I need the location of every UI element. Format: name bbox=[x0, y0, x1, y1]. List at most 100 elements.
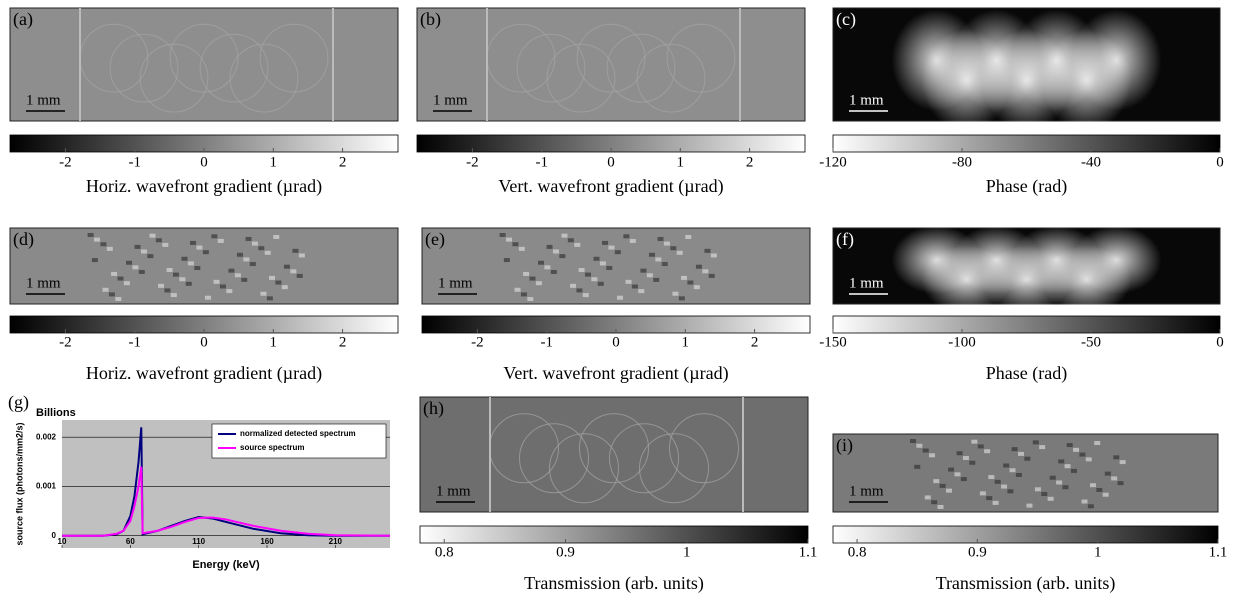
image-feature bbox=[598, 282, 604, 286]
image-feature bbox=[246, 237, 252, 241]
colorbar-tick-label: -1 bbox=[128, 154, 141, 170]
scale-label: 1 mm bbox=[433, 92, 468, 108]
image-feature bbox=[1010, 468, 1016, 472]
image-feature bbox=[980, 491, 986, 495]
colorbar-tick-label: 0.9 bbox=[556, 544, 575, 560]
scale-label: 1 mm bbox=[849, 92, 884, 108]
image-feature bbox=[1001, 485, 1007, 489]
y-tick-label: 0.002 bbox=[36, 432, 57, 441]
colorbar-tick-label: -40 bbox=[1081, 154, 1101, 170]
image-feature bbox=[653, 278, 659, 282]
image-feature bbox=[954, 472, 960, 476]
image-feature bbox=[269, 276, 275, 280]
image-feature bbox=[218, 239, 224, 243]
image-feature bbox=[250, 262, 256, 266]
image-feature bbox=[243, 257, 249, 261]
image-feature bbox=[94, 238, 100, 242]
colorbar-tick-label: 1 bbox=[270, 154, 278, 170]
image-feature bbox=[1026, 504, 1032, 508]
image-feature bbox=[608, 246, 614, 250]
image-feature bbox=[591, 277, 597, 281]
image-feature bbox=[986, 496, 992, 500]
colorbar-tick-label: 0 bbox=[200, 154, 208, 170]
image bbox=[833, 434, 1218, 512]
image-feature bbox=[1018, 452, 1024, 456]
image-feature bbox=[672, 292, 678, 296]
image-feature bbox=[940, 484, 946, 488]
y-tick-label: 0 bbox=[52, 531, 57, 540]
image-feature bbox=[649, 253, 655, 257]
image-feature bbox=[126, 261, 132, 265]
colorbar-tick-label: 0 bbox=[1216, 334, 1224, 350]
image-feature bbox=[1072, 9, 1162, 111]
legend-label: normalized detected spectrum bbox=[240, 429, 356, 438]
image-feature bbox=[167, 268, 173, 272]
image-feature bbox=[521, 292, 527, 296]
image-feature bbox=[547, 245, 553, 249]
image-feature bbox=[203, 250, 209, 254]
colorbar-label: Phase (rad) bbox=[986, 363, 1067, 384]
colorbar-tick-label: 0 bbox=[607, 154, 615, 170]
image-feature bbox=[978, 444, 984, 448]
image-feature bbox=[228, 269, 234, 273]
image-feature bbox=[515, 288, 521, 292]
image-feature bbox=[156, 238, 162, 242]
scale-label: 1 mm bbox=[849, 483, 884, 499]
image-feature bbox=[617, 296, 623, 300]
panel-label: (c) bbox=[836, 9, 856, 30]
image-feature bbox=[188, 261, 194, 265]
colorbar-label: Vert. wavefront gradient (µrad) bbox=[503, 363, 728, 384]
scale-label: 1 mm bbox=[849, 275, 884, 291]
image-feature bbox=[1007, 489, 1013, 493]
image-feature bbox=[100, 242, 106, 246]
image-feature bbox=[579, 268, 585, 272]
legend-label: source spectrum bbox=[240, 443, 304, 452]
image-feature bbox=[512, 242, 518, 246]
image-feature bbox=[1041, 492, 1047, 496]
image-feature bbox=[258, 246, 264, 250]
image-feature bbox=[948, 468, 954, 472]
image-feature bbox=[933, 479, 939, 483]
image-feature bbox=[963, 456, 969, 460]
image-feature bbox=[551, 270, 557, 274]
colorbar-tick-label: 0.8 bbox=[435, 544, 454, 560]
image-feature bbox=[92, 258, 98, 262]
image-feature bbox=[914, 465, 920, 469]
image bbox=[422, 228, 810, 304]
colorbar-tick-label: -50 bbox=[1081, 334, 1101, 350]
image-feature bbox=[957, 451, 963, 455]
image-feature bbox=[186, 282, 192, 286]
image-feature bbox=[1082, 500, 1088, 504]
scale-label: 1 mm bbox=[26, 275, 61, 291]
image-feature bbox=[260, 292, 266, 296]
colorbar-tick-label: 1.1 bbox=[1209, 544, 1228, 560]
image-feature bbox=[273, 235, 279, 239]
image-feature bbox=[103, 288, 109, 292]
image-feature bbox=[1033, 440, 1039, 444]
y-tick-label: 0.001 bbox=[36, 482, 57, 491]
colorbar-tick-label: 1 bbox=[683, 544, 691, 560]
image-feature bbox=[538, 261, 544, 265]
image-feature bbox=[135, 245, 141, 249]
image-feature bbox=[267, 296, 273, 300]
colorbar-tick-label: 2 bbox=[751, 334, 759, 350]
image-feature bbox=[536, 281, 542, 285]
panel-label: (e) bbox=[425, 229, 445, 250]
colorbar-tick-label: 2 bbox=[339, 154, 347, 170]
x-tick-label: 160 bbox=[260, 537, 274, 546]
image-feature bbox=[1120, 460, 1126, 464]
image-feature bbox=[235, 273, 241, 277]
image-feature bbox=[677, 251, 683, 255]
image-feature bbox=[670, 246, 676, 250]
colorbar-label: Horiz. wavefront gradient (µrad) bbox=[86, 363, 322, 384]
colorbar-tick-label: 0.9 bbox=[968, 544, 987, 560]
image-feature bbox=[111, 272, 117, 276]
image-feature bbox=[297, 274, 303, 278]
image-feature bbox=[1048, 497, 1054, 501]
image-feature bbox=[1050, 476, 1056, 480]
image-feature bbox=[544, 265, 550, 269]
image-feature bbox=[275, 281, 281, 285]
x-tick-label: 110 bbox=[192, 537, 205, 546]
image-feature bbox=[1024, 457, 1030, 461]
x-axis-label: Energy (keV) bbox=[192, 559, 260, 571]
